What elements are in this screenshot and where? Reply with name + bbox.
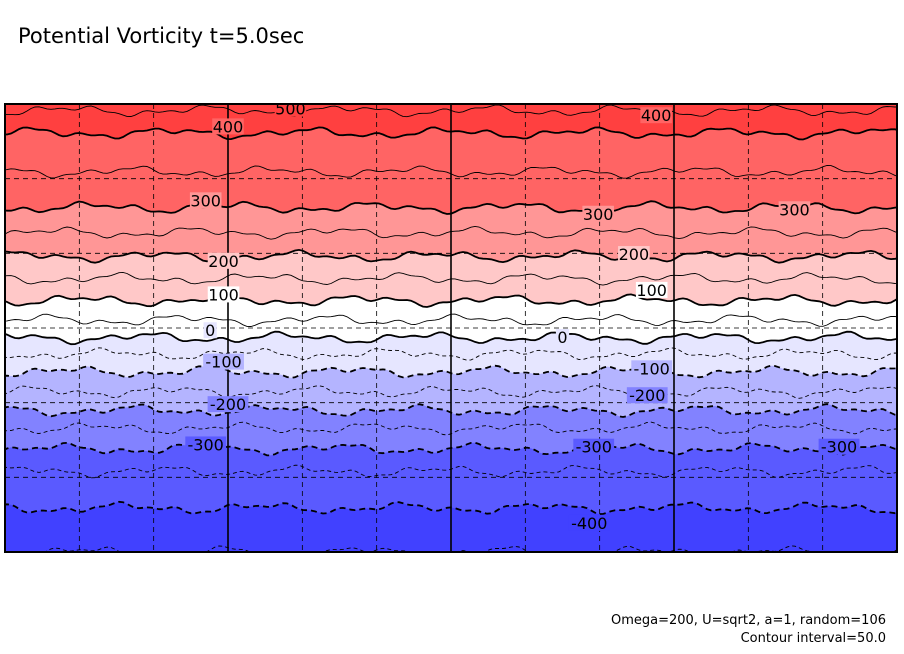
contour-label-0: 500 xyxy=(274,99,307,118)
contour-label-text: 500 xyxy=(275,99,306,118)
contour-label-bg xyxy=(635,281,668,298)
contour-label-text: 200 xyxy=(619,245,650,264)
contour-label-text: 300 xyxy=(583,205,614,224)
contour-label-text: 300 xyxy=(190,191,221,210)
contour-label-bg xyxy=(631,360,673,377)
contour-label-text: -300 xyxy=(188,435,224,454)
contour-label-bg xyxy=(203,322,217,339)
contour-label-2: 400 xyxy=(640,106,672,125)
contour-label-bg xyxy=(274,104,307,117)
plot-frame xyxy=(4,103,898,553)
contour-labels: 500 400 400 300 300 300 200 200 100 100 0 0 -100 -100… xyxy=(185,99,860,533)
contour-label-14: -200 xyxy=(207,395,249,414)
contour-label-bg xyxy=(555,328,570,345)
contour-label-16: -300 xyxy=(185,435,227,454)
contour-label-10: 0 xyxy=(203,321,217,340)
band--475 xyxy=(45,545,897,552)
contour-label-bg xyxy=(203,353,244,370)
contour-label-bg xyxy=(212,118,244,135)
parameters-note: Omega=200, U=sqrt2, a=1, random=106 xyxy=(610,613,886,628)
contour-label-bg xyxy=(640,107,672,124)
contour-label-text: 400 xyxy=(213,117,244,136)
contour-label-6: 200 xyxy=(207,252,240,271)
contour-label-bg xyxy=(582,205,614,222)
contour-label-text: 0 xyxy=(205,321,215,340)
contour-label-text: -100 xyxy=(205,353,241,372)
contour-label-text: 0 xyxy=(557,328,567,347)
chart-title: Potential Vorticity t=5.0sec xyxy=(18,24,305,48)
contour-label-17: -300 xyxy=(573,438,615,457)
contour-label-5: 300 xyxy=(778,200,811,219)
contour-label-text: -300 xyxy=(821,438,857,457)
contour-label-bg xyxy=(573,438,615,455)
contour-label-11: 0 xyxy=(555,328,570,347)
contour-label-bg xyxy=(207,396,249,413)
contour-label-bg xyxy=(626,387,668,404)
contour-label-text: -400 xyxy=(571,514,607,533)
contour-label-text: -200 xyxy=(210,395,246,414)
contour-label-bg xyxy=(618,246,650,263)
contour-label-bg xyxy=(778,201,811,218)
contour-label-9: 100 xyxy=(635,281,668,300)
contour-label-13: -100 xyxy=(631,359,673,378)
contour-label-18: -300 xyxy=(818,438,860,457)
contour-label-bg xyxy=(818,438,860,455)
contour-label-text: 100 xyxy=(636,281,667,300)
contour-label-7: 200 xyxy=(618,245,650,264)
contour-label-bg xyxy=(185,436,227,453)
contour-label-text: -100 xyxy=(634,359,670,378)
contour-label-bg xyxy=(189,192,222,209)
contour-label-text: 400 xyxy=(641,106,672,125)
contour-label-text: -200 xyxy=(629,386,665,405)
contour-label-bg xyxy=(207,252,240,269)
contour-label-15: -200 xyxy=(626,386,668,405)
contour-label-3: 300 xyxy=(189,191,222,210)
grid-lines xyxy=(5,104,897,552)
contour-label-12: -100 xyxy=(203,353,244,372)
contour-label-8: 100 xyxy=(207,285,240,304)
contour-label-text: 300 xyxy=(779,200,810,219)
contour-label-4: 300 xyxy=(582,205,614,224)
contour-label-bg xyxy=(207,286,240,303)
contour-label-19: -400 xyxy=(568,514,610,533)
contour-label-text: -300 xyxy=(576,438,612,457)
contour-label-bg xyxy=(568,514,610,531)
contour-interval-note: Contour interval=50.0 xyxy=(740,631,886,646)
contour-label-1: 400 xyxy=(212,117,244,136)
contour-label-text: 100 xyxy=(208,285,239,304)
contour-label-text: 200 xyxy=(208,252,239,271)
